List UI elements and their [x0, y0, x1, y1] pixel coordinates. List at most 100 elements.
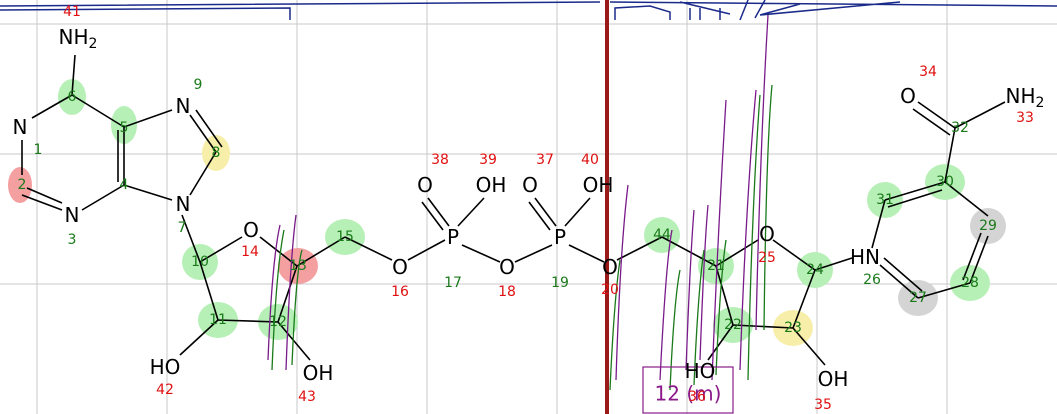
atom-symbol: O	[522, 173, 538, 197]
atom-number: 12	[269, 314, 287, 330]
atom-text: NH	[59, 25, 89, 49]
atom-text: O	[602, 255, 618, 279]
atom-symbol: N	[65, 203, 80, 227]
atom-symbol: OH	[303, 361, 334, 385]
atom-number: 4	[120, 177, 129, 193]
atom-number: 25	[758, 250, 776, 266]
atom-number: 38	[431, 152, 449, 168]
atom-number: 7	[178, 220, 187, 236]
atom-symbol: P	[447, 225, 459, 249]
atom-symbol: HO	[685, 359, 716, 383]
atom-text: N	[176, 94, 191, 118]
atom-number: 14	[241, 244, 259, 260]
atom-number: 18	[498, 284, 516, 300]
atom-text: P	[554, 225, 566, 249]
atom-text: NH	[1006, 84, 1036, 108]
atom-text: O	[499, 255, 515, 279]
atom-number: 42	[156, 382, 174, 398]
atom-number: 32	[951, 120, 969, 136]
atom-number: 30	[936, 174, 954, 190]
atom-text: OH	[476, 173, 507, 197]
atom-number: 27	[909, 290, 927, 306]
atom-text: OH	[818, 367, 849, 391]
atom-text: OH	[303, 361, 334, 385]
atom-number: 40	[581, 152, 599, 168]
atom-number: 33	[1016, 110, 1034, 126]
atom-text: O	[759, 222, 775, 246]
atom-text: P	[447, 225, 459, 249]
atom-number: 13	[289, 258, 307, 274]
atom-text: HN	[850, 245, 880, 269]
atom-text: O	[522, 173, 538, 197]
atom-number: 41	[63, 4, 81, 20]
cursor-line	[605, 0, 609, 414]
atom-text: HO	[150, 355, 181, 379]
atom-text: O	[243, 218, 259, 242]
atom-symbol: N	[13, 115, 28, 139]
peak-label: 12 (m)	[655, 382, 722, 406]
atom-number: 31	[876, 192, 894, 208]
bonds	[21, 54, 1006, 366]
atom-symbol: HN	[850, 245, 880, 269]
atom-number: 15	[336, 229, 354, 245]
atom-number: 22	[724, 317, 742, 333]
atom-symbol: O	[900, 84, 916, 108]
atom-symbol: NH2	[59, 25, 98, 53]
atom-number: 21	[707, 258, 725, 274]
integral-curves	[267, 14, 773, 391]
atom-number: 17	[444, 275, 462, 291]
atom-number: 5	[120, 120, 129, 136]
atom-symbol: O	[243, 218, 259, 242]
atom-text: O	[392, 255, 408, 279]
atom-number: 1	[34, 142, 43, 158]
atom-number: 34	[919, 64, 937, 80]
atom-number: 28	[961, 275, 979, 291]
atom-number: 39	[479, 152, 497, 168]
atom-symbol: NH2	[1006, 84, 1045, 112]
atom-number: 3	[68, 232, 77, 248]
atom-number: 9	[194, 77, 203, 93]
highlights	[8, 79, 1006, 346]
spectrum-trace	[0, 0, 1057, 21]
atom-symbol: OH	[583, 173, 614, 197]
atom-number: 35	[814, 397, 832, 413]
atom-number: 37	[536, 152, 554, 168]
atom-text: N	[176, 192, 191, 216]
atom-symbol: N	[176, 192, 191, 216]
atom-number: 6	[68, 89, 77, 105]
atom-text: N	[13, 115, 28, 139]
atom-number: 20	[601, 282, 619, 298]
atom-symbol: O	[759, 222, 775, 246]
atom-text: O	[417, 173, 433, 197]
atom-symbol: O	[392, 255, 408, 279]
atom-symbol: P	[554, 225, 566, 249]
atom-number: 43	[298, 389, 316, 405]
atom-symbol: N	[176, 94, 191, 118]
atom-number: 2	[18, 177, 27, 193]
atom-symbol: O	[499, 255, 515, 279]
atom-symbol: O	[602, 255, 618, 279]
atom-symbol: O	[417, 173, 433, 197]
atom-number: 24	[806, 262, 824, 278]
atom-text: O	[900, 84, 916, 108]
atom-symbol: OH	[818, 367, 849, 391]
atom-number: 11	[209, 312, 227, 328]
atom-number: 8	[212, 145, 221, 161]
atom-number: 23	[784, 320, 802, 336]
atom-number: 10	[191, 254, 209, 270]
atom-number: 36	[688, 389, 706, 405]
atom-number: 26	[863, 272, 881, 288]
peak-box	[642, 366, 734, 414]
atom-number: 29	[979, 218, 997, 234]
atom-subscript: 2	[1036, 95, 1045, 111]
atom-subscript: 2	[89, 36, 98, 52]
atom-text: HO	[685, 359, 716, 383]
atom-number: 19	[551, 275, 569, 291]
atom-symbol: OH	[476, 173, 507, 197]
atom-number: 16	[391, 284, 409, 300]
atom-symbol: HO	[150, 355, 181, 379]
atom-text: OH	[583, 173, 614, 197]
atom-number: 44	[653, 227, 671, 243]
